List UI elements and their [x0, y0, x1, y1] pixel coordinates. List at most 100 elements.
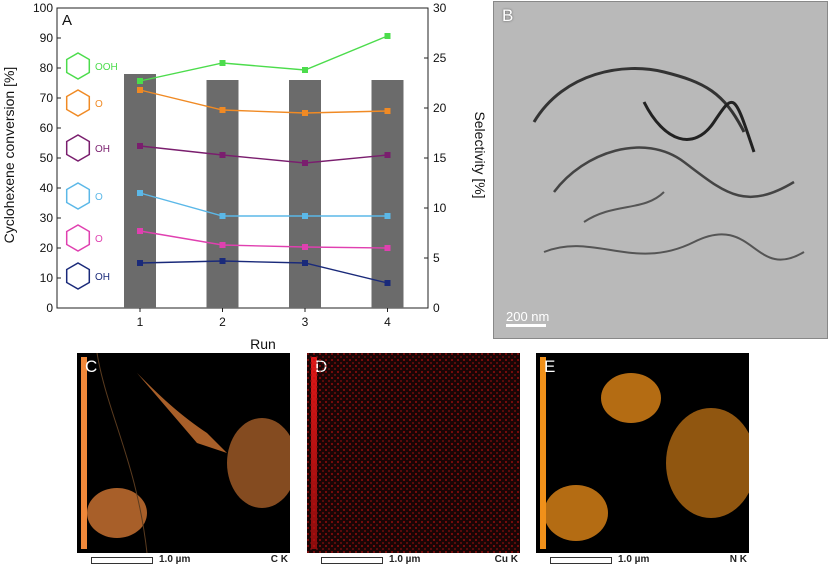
- panel-label-b: B: [502, 6, 514, 25]
- eds-map-c: C: [77, 353, 290, 553]
- series-point-cyclohexenyl-hydroperoxide: [137, 78, 143, 84]
- copper-map-image: [307, 353, 520, 553]
- x-tick-label: 1: [137, 315, 144, 329]
- series-line-cyclohexene-oxide-ketone: [139, 192, 388, 217]
- series-point-cyclohexenyl-hydroperoxide: [302, 67, 308, 73]
- carbon-map-image: [87, 353, 290, 553]
- cyclohexenyl-hydroperoxide-icon: [65, 52, 91, 80]
- y-right-tick-label: 15: [433, 151, 447, 165]
- y-left-tick-label: 20: [40, 241, 54, 255]
- series-line-cyclohexenone: [139, 89, 388, 114]
- series-point-cyclohexenol: [384, 280, 391, 286]
- series-point-cyclohexene-oxide-ketone: [137, 190, 143, 196]
- y-right-tick-label: 25: [433, 51, 447, 65]
- scale-bar-e: [550, 557, 612, 564]
- series-point-cyclohexene-oxide: [137, 228, 143, 234]
- conversion-bar: [289, 80, 321, 308]
- y-right-tick-label: 30: [433, 1, 447, 15]
- cyclohexenone-icon: [65, 89, 91, 117]
- element-label-d: Cu K: [494, 554, 518, 565]
- y-left-tick-label: 30: [40, 211, 54, 225]
- eds-map-d: D: [307, 353, 520, 553]
- y-left-tick-label: 80: [40, 61, 54, 75]
- conversion-bar: [371, 80, 404, 308]
- y-left-tick-label: 100: [33, 1, 53, 15]
- element-label-e: N K: [729, 554, 747, 565]
- conversion-bar: [206, 80, 239, 308]
- series-point-cyclohexenol: [137, 260, 143, 266]
- series-point-cyclohexenol: [219, 258, 226, 264]
- cyclohexenol-icon: [65, 262, 91, 290]
- scale-text-c: 1.0 µm: [159, 554, 191, 565]
- tem-scale-line: [506, 324, 546, 327]
- y-left-tick-label: 50: [40, 151, 54, 165]
- x-axis-label: Run: [250, 336, 276, 352]
- series-point-cyclohexenone: [302, 110, 308, 116]
- panel-label-c: C: [85, 357, 98, 376]
- scale-text-e: 1.0 µm: [618, 554, 650, 565]
- series-point-cyclohexene-oxide-ketone: [302, 213, 308, 219]
- series-line-cyclohexenyl-hydroperoxide: [139, 35, 388, 82]
- tem-image-panel: B 200 nm: [493, 1, 828, 339]
- series-point-cyclohexene-oxide: [384, 245, 391, 251]
- y-axis-left-label: Cyclohexene conversion [%]: [1, 67, 17, 244]
- cyclohexene-oxide-icon: [65, 224, 91, 252]
- series-point-cyclohexene-oxide-ketone: [384, 213, 391, 219]
- y-left-tick-label: 0: [46, 301, 53, 315]
- cyclohexanediol-icon: [65, 134, 91, 162]
- cyclohexene-oxide-icon-label: O: [95, 234, 103, 245]
- cyclohexenone-icon-label: O: [95, 99, 103, 110]
- series-point-cyclohexene-oxide: [302, 244, 308, 250]
- scale-bar-c: [91, 557, 153, 564]
- nitrogen-map-image: [544, 373, 749, 541]
- y-left-tick-label: 40: [40, 181, 54, 195]
- cyclohexenol-icon-label: OH: [95, 272, 110, 283]
- x-tick-label: 4: [384, 315, 391, 329]
- x-tick-label: 2: [219, 315, 226, 329]
- y-right-tick-label: 10: [433, 201, 447, 215]
- series-point-cyclohexenyl-hydroperoxide: [219, 60, 226, 66]
- tem-scale-text: 200 nm: [506, 309, 550, 324]
- series-line-cyclohexenol: [139, 260, 388, 284]
- series-point-cyclohexene-oxide-ketone: [219, 213, 226, 219]
- scale-bar-d: [321, 557, 383, 564]
- colorbar-e: [540, 357, 546, 549]
- y-left-tick-label: 70: [40, 91, 54, 105]
- series-point-cyclohexene-oxide: [219, 242, 226, 248]
- cyclohexanediol-icon-label: OH: [95, 144, 110, 155]
- eds-map-e: E: [536, 353, 749, 553]
- y-axis-right-label: Selectivity [%]: [472, 111, 488, 198]
- y-right-tick-label: 0: [433, 301, 440, 315]
- cyclohexenyl-hydroperoxide-icon-label: OOH: [95, 62, 118, 73]
- scale-row-c: 1.0 µm C K: [77, 553, 290, 569]
- series-point-cyclohexanediol: [384, 152, 391, 158]
- series-point-cyclohexenone: [384, 108, 391, 114]
- colorbar-c: [81, 357, 87, 549]
- element-label-c: C K: [270, 554, 288, 565]
- chart-panel-a: A 0 10 20 30 40 50 60 70 80 90 100 0 5 10 15 20 25 30 1 2 3 4…: [1, 1, 488, 352]
- x-tick-label: 3: [302, 315, 309, 329]
- series-point-cyclohexenone: [219, 107, 226, 113]
- y-left-tick-label: 60: [40, 121, 54, 135]
- y-left-tick-label: 10: [40, 271, 54, 285]
- series-line-cyclohexene-oxide: [139, 230, 388, 249]
- scale-row-d: 1.0 µm Cu K: [307, 553, 520, 569]
- panel-label-a: A: [62, 12, 72, 29]
- series-point-cyclohexanediol: [302, 160, 308, 166]
- scale-text-d: 1.0 µm: [389, 554, 421, 565]
- series-point-cyclohexenone: [137, 87, 143, 93]
- series-line-cyclohexanediol: [139, 145, 388, 164]
- y-left-tick-label: 90: [40, 31, 54, 45]
- scale-row-e: 1.0 µm N K: [536, 553, 749, 569]
- tem-micrograph: [532, 67, 805, 261]
- tem-scale-bar: 200 nm: [506, 309, 550, 327]
- series-point-cyclohexanediol: [219, 152, 226, 158]
- panel-label-e: E: [544, 357, 556, 376]
- y-right-tick-label: 5: [433, 251, 440, 265]
- series-point-cyclohexanediol: [137, 143, 143, 149]
- series-point-cyclohexenyl-hydroperoxide: [384, 33, 391, 39]
- y-right-tick-label: 20: [433, 101, 447, 115]
- cyclohexene-oxide-ketone-icon: [65, 182, 91, 210]
- series-point-cyclohexenol: [302, 260, 308, 266]
